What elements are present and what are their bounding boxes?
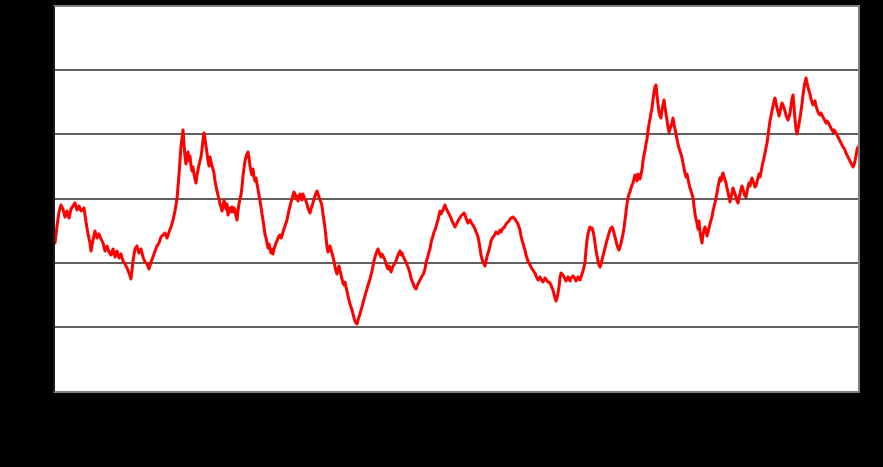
chart-canvas	[55, 69, 858, 328]
data-series-line	[55, 76, 858, 326]
plot-area	[53, 5, 860, 393]
